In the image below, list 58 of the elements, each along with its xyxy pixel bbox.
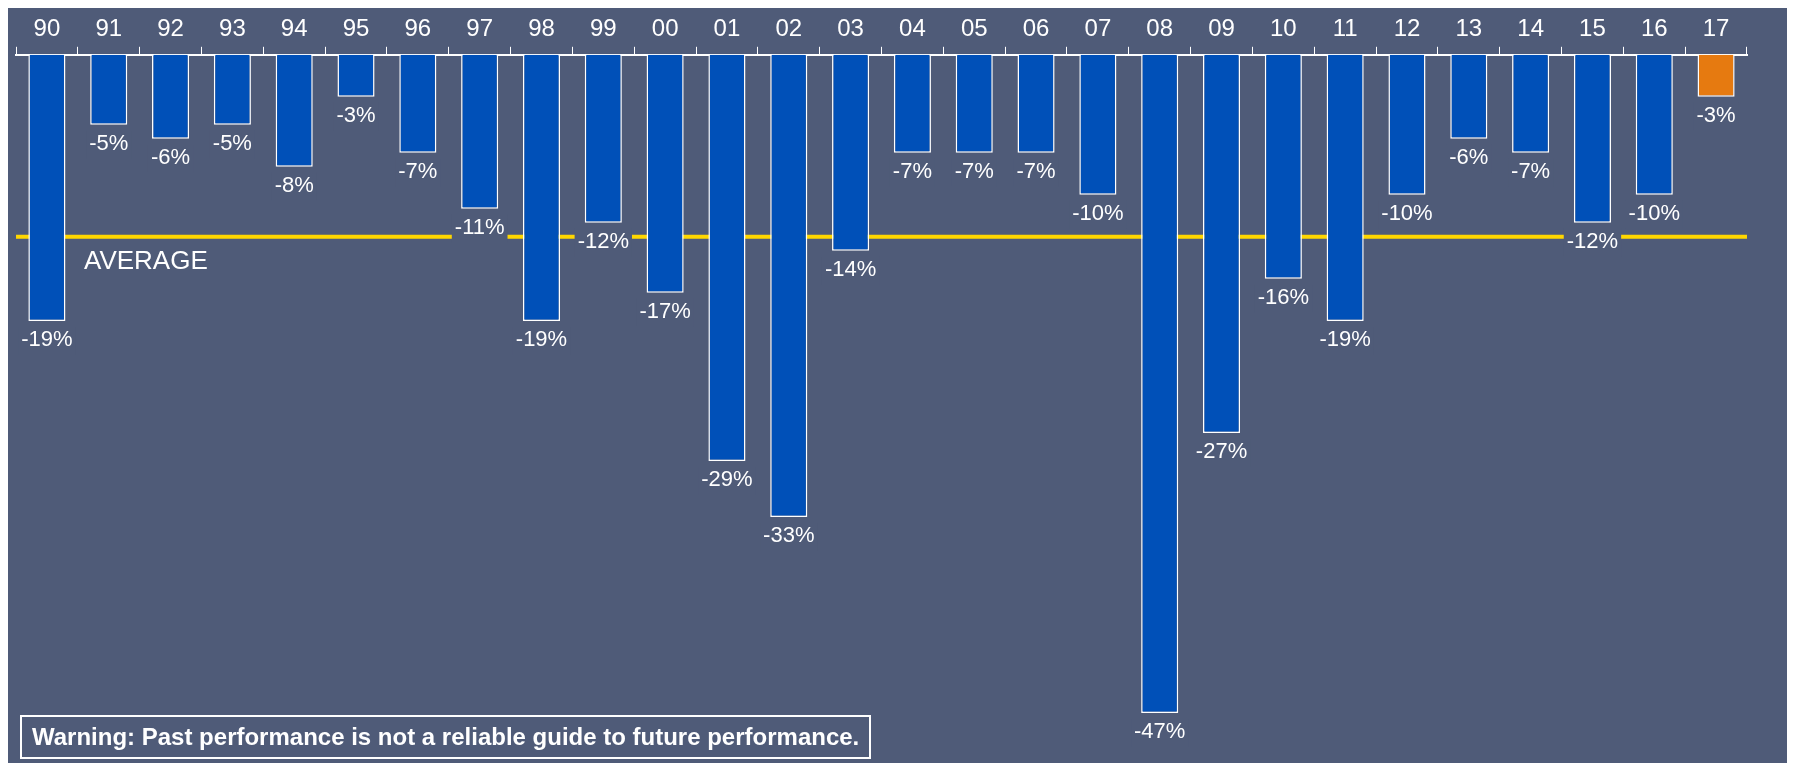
- data-label: -27%: [1195, 437, 1248, 463]
- data-label: -16%: [1257, 283, 1310, 309]
- data-label: -7%: [1016, 157, 1056, 183]
- text: Warning: Past performance is not a reliable guide to future performance.: [20, 715, 872, 759]
- x-tick-label: 03: [837, 14, 864, 42]
- x-tick-label: 92: [157, 14, 184, 42]
- x-tick-label: 14: [1517, 14, 1544, 42]
- data-label: -29%: [701, 465, 753, 491]
- data-label: -7%: [954, 157, 994, 183]
- x-tick-label: 17: [1702, 14, 1730, 42]
- data-label: -12%: [1566, 227, 1619, 253]
- x-tick-label: 11: [1332, 14, 1358, 42]
- data-label: -10%: [1072, 199, 1124, 225]
- x-tick-label: 96: [404, 14, 432, 42]
- data-label: -7%: [892, 157, 932, 183]
- data-label: -6%: [1449, 143, 1489, 169]
- data-label: -10%: [1628, 199, 1680, 225]
- x-tick-label: 90: [33, 14, 61, 42]
- data-label: -5%: [212, 129, 252, 155]
- x-tick-label: 13: [1455, 14, 1483, 42]
- x-tick-label: 15: [1579, 14, 1606, 42]
- x-tick-label: 05: [960, 14, 988, 42]
- data-label: -11%: [454, 213, 505, 239]
- data-label: -33%: [763, 522, 815, 547]
- data-label: -3%: [336, 101, 376, 127]
- x-tick-label: 04: [899, 14, 926, 42]
- x-tick-label: 94: [280, 14, 308, 42]
- data-label: -14%: [824, 255, 877, 281]
- x-tick-label: 99: [589, 14, 617, 42]
- x-tick-label: 98: [528, 14, 555, 42]
- data-label: -5%: [89, 129, 129, 155]
- data-label: -3%: [1696, 101, 1736, 127]
- data-label: -19%: [1319, 325, 1371, 351]
- data-label: -6%: [150, 143, 191, 169]
- x-tick-label: 08: [1146, 14, 1174, 42]
- x-tick-label: 93: [219, 14, 246, 42]
- data-label: -19%: [21, 325, 73, 351]
- x-tick-label: 02: [775, 14, 803, 42]
- data-label: -47%: [1134, 718, 1186, 744]
- x-tick-label: 00: [651, 14, 679, 42]
- x-tick-label: 06: [1022, 14, 1050, 42]
- x-tick-label: 07: [1084, 14, 1112, 42]
- x-tick-label: 01: [713, 14, 741, 42]
- x-tick-label: 97: [466, 14, 494, 42]
- x-tick-label: 95: [342, 14, 370, 42]
- data-label: -17%: [639, 297, 691, 323]
- data-label: -8%: [274, 171, 314, 197]
- ref-line-label: AVERAGE: [84, 245, 208, 276]
- x-tick-label: 10: [1269, 14, 1297, 42]
- x-tick-label: 16: [1640, 14, 1668, 42]
- data-label: -7%: [398, 157, 438, 183]
- data-label: -19%: [515, 325, 568, 351]
- data-label: -7%: [1511, 157, 1551, 183]
- x-tick-label: 12: [1393, 14, 1421, 42]
- data-label: -10%: [1381, 199, 1433, 225]
- data-label: -12%: [577, 227, 629, 253]
- x-tick-label: 09: [1208, 14, 1235, 42]
- x-tick-label: 91: [95, 14, 123, 42]
